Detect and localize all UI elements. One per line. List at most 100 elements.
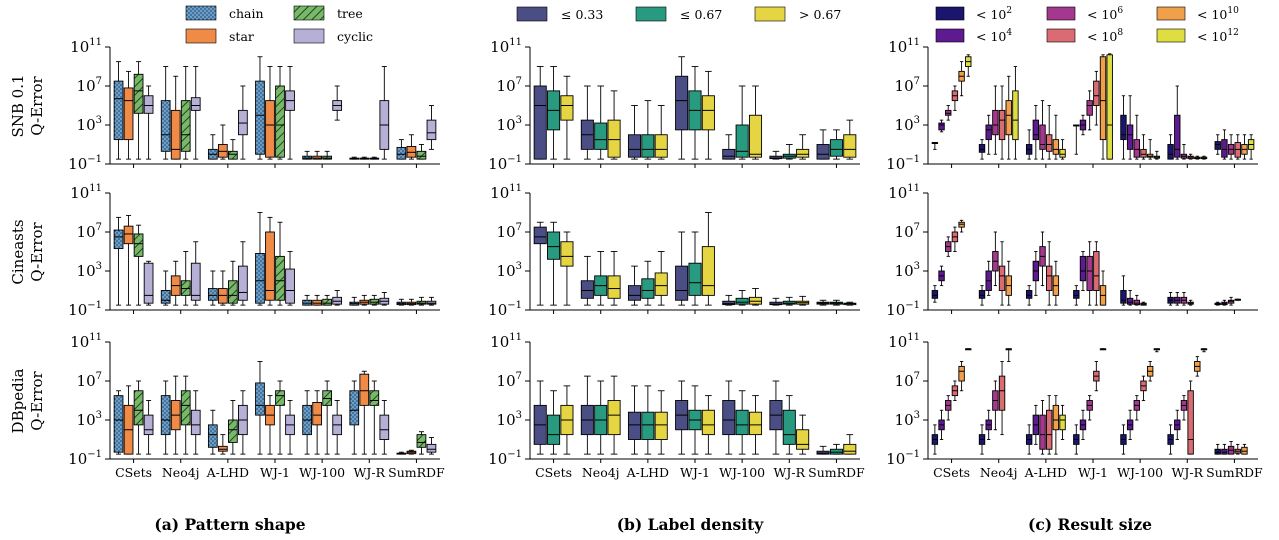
box-0-67-wj-1: [701, 212, 715, 306]
y-tick-label: 1011: [888, 37, 920, 56]
y-tick-base: 10: [77, 411, 96, 429]
box-iqr: [547, 231, 561, 260]
y-tick-label: 10−1: [886, 154, 920, 173]
box-0-33-neo4j: [580, 85, 594, 160]
box-0-67-wj-1: [701, 395, 715, 455]
box-iqr: [275, 255, 285, 301]
box-iqr: [580, 280, 594, 299]
y-tick-label: 10−1: [68, 154, 102, 173]
x-tick-label-wj-1: WJ-1: [1078, 465, 1108, 480]
box-iqr: [701, 409, 715, 436]
y-tick-exponent: 3: [96, 261, 102, 272]
y-tick-label: 103: [895, 115, 920, 134]
y-tick-label: 107: [497, 222, 522, 241]
box-10-10-wj-1: [1099, 54, 1107, 160]
legend-b: ≤ 0.33 ≤ 0.67 > 0.67: [516, 6, 841, 22]
box-star-a-lhd: [217, 124, 228, 160]
box-iqr: [1073, 290, 1080, 299]
legend-swatch-tree: [293, 5, 325, 21]
x-tick-label-wj-100: WJ-100: [719, 465, 765, 480]
box-10-10-wj-r: [1194, 356, 1201, 377]
y-tick-exponent: 3: [516, 261, 522, 272]
box-iqr: [748, 411, 763, 436]
box-0-67-wj-100: [748, 288, 763, 306]
box-iqr: [992, 109, 999, 136]
caption-c: (c) Result size: [1028, 515, 1152, 534]
box-iqr: [978, 290, 986, 299]
box-iqr: [322, 298, 333, 306]
box-iqr: [654, 134, 668, 158]
y-tick-label: 1011: [888, 332, 920, 351]
box-10-2-sumrdf: [1214, 443, 1221, 455]
y-tick-label: 103: [497, 410, 522, 429]
box-10-2-wj-r: [1167, 424, 1174, 455]
box-10-2-a-lhd: [1025, 424, 1033, 455]
y-tick-label: 10−1: [886, 449, 920, 468]
box-tree-a-lhd: [228, 260, 238, 306]
y-tick-exponent: 11: [89, 332, 102, 343]
box-iqr: [1039, 414, 1046, 450]
legend-label-lt1e10-exp: 10: [1227, 6, 1239, 16]
box-iqr: [735, 297, 749, 305]
box-iqr: [170, 109, 181, 160]
box-0-67-neo4j: [594, 251, 608, 306]
y-tick-base: 10: [888, 38, 907, 56]
y-tick-exponent: 3: [914, 410, 920, 421]
box-10-10-sumrdf: [1241, 443, 1248, 455]
box-cyclic-wj-100: [332, 85, 343, 121]
box-iqr: [816, 144, 830, 160]
box-chain-wj-1: [255, 361, 265, 455]
y-tick-base: 10: [68, 301, 87, 319]
box-10-6-neo4j: [992, 380, 999, 431]
box-10-4-a-lhd: [1032, 404, 1040, 445]
box-iqr: [796, 429, 810, 450]
box-iqr: [533, 226, 547, 245]
box-iqr: [607, 400, 621, 436]
box-iqr: [228, 419, 238, 443]
legend-label-lt1e4-exp: 4: [1006, 28, 1012, 38]
y-tick-label: 107: [895, 222, 920, 241]
box-iqr: [843, 134, 857, 158]
box-10-6-wj-r: [1180, 395, 1188, 421]
box-iqr: [796, 148, 810, 158]
box-iqr: [349, 390, 360, 426]
y-tick-exponent: 3: [914, 115, 920, 126]
box-0-67-sumrdf: [843, 119, 857, 160]
legend-label-lt1e8-exp: 8: [1117, 28, 1123, 38]
box-tree-csets: [133, 224, 144, 306]
y-tick-base: 10: [68, 155, 87, 173]
box-cyclic-wj-100: [332, 400, 343, 455]
box-0-67-a-lhd: [641, 260, 655, 306]
box-chain-sumrdf: [396, 451, 407, 455]
y-tick-base: 10: [77, 116, 96, 134]
y-tick-exponent: 7: [516, 76, 522, 87]
y-tick-label: 1011: [70, 332, 102, 351]
box-10-4-wj-1: [1079, 251, 1087, 291]
box-iqr: [228, 150, 238, 160]
box-iqr: [1167, 144, 1174, 160]
box-iqr: [275, 390, 285, 406]
box-iqr: [735, 124, 749, 158]
box-chain-wj-r: [349, 380, 360, 455]
box-chain-a-lhd: [207, 270, 218, 306]
box-0-33-neo4j: [580, 255, 594, 306]
y-tick-exponent: 11: [907, 183, 920, 194]
legend-swatch-cyclic: [293, 28, 325, 44]
box-10-10-a-lhd: [1052, 260, 1060, 306]
box-tree-wj-1: [275, 66, 285, 160]
y-tick-base: 10: [77, 223, 96, 241]
box-0-67-sumrdf: [829, 443, 843, 455]
box-0-67-csets: [560, 75, 574, 160]
box-iqr: [1046, 265, 1053, 291]
x-tick-label-wj-1: WJ-1: [260, 465, 290, 480]
box-tree-wj-100: [322, 150, 333, 160]
box-10-8-neo4j: [998, 361, 1006, 436]
box-iqr: [533, 85, 547, 160]
legend-label-lt1e8-base: < 10: [1087, 29, 1117, 44]
box-cyclic-wj-r: [379, 400, 390, 455]
box-cyclic-csets: [143, 85, 154, 160]
box-10-4-a-lhd: [1032, 251, 1040, 296]
y-tick-exponent: −1: [507, 154, 522, 165]
